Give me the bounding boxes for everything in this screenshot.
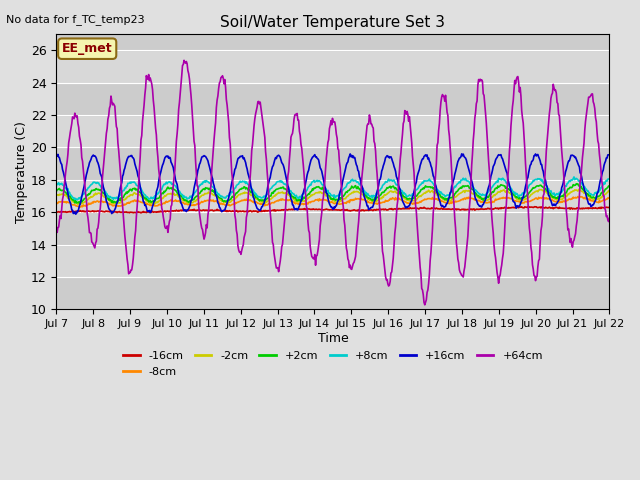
Text: No data for f_TC_temp23: No data for f_TC_temp23 <box>6 14 145 25</box>
+64cm <box>205 197 213 203</box>
-2cm <box>74 202 82 207</box>
+8cm <box>177 190 184 195</box>
Bar <box>56 50 609 83</box>
Bar <box>56 245 609 277</box>
-2cm <box>205 191 213 196</box>
+64cm <box>63 164 70 169</box>
+64cm <box>175 100 183 106</box>
+2cm <box>76 200 83 206</box>
Line: +64cm: +64cm <box>56 60 609 305</box>
+64cm <box>180 58 188 63</box>
+2cm <box>177 192 184 198</box>
+16cm <box>72 211 79 217</box>
+16cm <box>458 151 465 157</box>
-16cm <box>120 209 127 215</box>
Legend: -16cm, -8cm, -2cm, +2cm, +8cm, +16cm, +64cm: -16cm, -8cm, -2cm, +2cm, +8cm, +16cm, +6… <box>118 347 547 381</box>
-8cm <box>52 200 60 206</box>
-16cm <box>401 205 408 211</box>
Bar <box>56 147 609 180</box>
Line: +8cm: +8cm <box>56 177 609 200</box>
Line: +2cm: +2cm <box>56 184 609 203</box>
+8cm <box>417 181 425 187</box>
-2cm <box>63 192 70 198</box>
Bar <box>56 180 609 212</box>
+8cm <box>205 180 213 186</box>
+8cm <box>74 197 81 203</box>
+16cm <box>177 197 184 203</box>
-8cm <box>177 200 184 205</box>
+64cm <box>401 108 408 113</box>
-8cm <box>417 199 425 205</box>
Line: -2cm: -2cm <box>56 189 609 204</box>
-16cm <box>137 210 145 216</box>
Bar <box>56 83 609 115</box>
-2cm <box>605 188 613 193</box>
+2cm <box>120 193 128 199</box>
+16cm <box>52 153 60 159</box>
Line: -16cm: -16cm <box>56 206 609 213</box>
-2cm <box>401 196 408 202</box>
+8cm <box>401 191 408 197</box>
+64cm <box>52 224 60 230</box>
-8cm <box>120 201 128 207</box>
+8cm <box>605 176 613 182</box>
-8cm <box>76 204 84 210</box>
Line: +16cm: +16cm <box>56 154 609 214</box>
-16cm <box>605 204 613 210</box>
+2cm <box>605 183 613 189</box>
Bar <box>56 115 609 147</box>
Title: Soil/Water Temperature Set 3: Soil/Water Temperature Set 3 <box>220 15 445 30</box>
+2cm <box>205 185 213 191</box>
+2cm <box>401 194 408 200</box>
+2cm <box>417 187 425 192</box>
-8cm <box>605 195 613 201</box>
+16cm <box>401 203 408 209</box>
-8cm <box>63 200 70 206</box>
+2cm <box>572 181 580 187</box>
-2cm <box>52 192 60 198</box>
-2cm <box>417 193 425 199</box>
Line: -8cm: -8cm <box>56 196 609 207</box>
Bar <box>56 277 609 310</box>
+8cm <box>120 188 128 193</box>
-16cm <box>205 208 213 214</box>
-16cm <box>63 209 70 215</box>
Y-axis label: Temperature (C): Temperature (C) <box>15 121 28 223</box>
+64cm <box>417 271 425 277</box>
+8cm <box>52 182 60 188</box>
+64cm <box>421 302 429 308</box>
X-axis label: Time: Time <box>317 332 348 345</box>
+16cm <box>605 152 613 157</box>
Text: EE_met: EE_met <box>62 42 113 55</box>
-2cm <box>120 197 128 203</box>
+2cm <box>63 190 70 196</box>
Bar <box>56 18 609 50</box>
-8cm <box>574 193 582 199</box>
+16cm <box>417 160 425 166</box>
-8cm <box>401 199 408 204</box>
Bar <box>56 212 609 245</box>
-2cm <box>177 194 184 200</box>
+16cm <box>205 164 213 169</box>
+8cm <box>570 174 578 180</box>
-16cm <box>177 207 184 213</box>
+8cm <box>63 186 70 192</box>
+2cm <box>52 189 60 194</box>
+64cm <box>120 213 127 218</box>
-16cm <box>52 209 60 215</box>
+16cm <box>63 183 70 189</box>
-2cm <box>575 186 583 192</box>
-16cm <box>525 204 532 209</box>
+16cm <box>120 168 128 173</box>
-16cm <box>417 205 425 211</box>
-8cm <box>205 197 213 203</box>
+64cm <box>605 216 613 221</box>
